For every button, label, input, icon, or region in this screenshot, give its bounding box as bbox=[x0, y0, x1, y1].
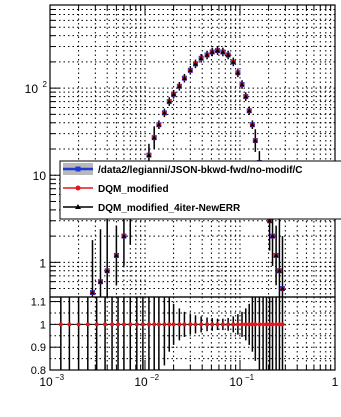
x-tick-label: 1 bbox=[332, 375, 339, 389]
ratio-point bbox=[162, 322, 166, 326]
legend: /data2/legianni/JSON-bkwd-fwd/no-modif/C… bbox=[60, 161, 341, 219]
legend-label-0: /data2/legianni/JSON-bkwd-fwd/no-modif/C bbox=[98, 165, 302, 176]
ratio-point bbox=[128, 322, 132, 326]
top-y-tick-label: 1 bbox=[39, 256, 46, 270]
ratio-point bbox=[226, 322, 230, 326]
ratio-point bbox=[67, 322, 71, 326]
ratio-point bbox=[205, 322, 209, 326]
ratio-point bbox=[103, 322, 107, 326]
ratio-point bbox=[257, 322, 261, 326]
x-tick-label: 10 bbox=[134, 375, 148, 389]
legend-label-1: DQM_modified bbox=[98, 184, 169, 195]
ratio-point bbox=[221, 322, 225, 326]
ratio-point bbox=[280, 322, 284, 326]
ratio-point bbox=[210, 322, 214, 326]
legend-label-2: DQM_modified_4iter-NewERR bbox=[98, 203, 241, 214]
ratio-point bbox=[59, 322, 63, 326]
top-y-tick-exponent: 2 bbox=[43, 80, 48, 89]
ratio-point bbox=[86, 322, 90, 326]
top-y-tick-label: 10 bbox=[25, 82, 39, 96]
top-y-tick-label: 10 bbox=[33, 169, 47, 183]
ratio-y-tick-label: 0.9 bbox=[31, 342, 46, 354]
ratio-point bbox=[152, 322, 156, 326]
ratio-point bbox=[122, 322, 126, 326]
ratio-point bbox=[95, 322, 99, 326]
ratio-point bbox=[193, 322, 197, 326]
ratio-point bbox=[116, 322, 120, 326]
ratio-point bbox=[253, 322, 257, 326]
legend-swatch-marker-0 bbox=[76, 167, 81, 172]
x-tick-exponent: −1 bbox=[245, 373, 255, 382]
ratio-point bbox=[236, 322, 240, 326]
legend-swatch-marker-1 bbox=[76, 186, 81, 191]
ratio-point bbox=[182, 322, 186, 326]
ratio-point bbox=[177, 322, 181, 326]
x-tick-exponent: −2 bbox=[150, 373, 160, 382]
ratio-point bbox=[199, 322, 203, 326]
ratio-point bbox=[231, 322, 235, 326]
ratio-point bbox=[216, 322, 220, 326]
x-tick-label: 10 bbox=[229, 375, 243, 389]
ratio-point bbox=[77, 322, 81, 326]
ratio-y-tick-label: 1.1 bbox=[31, 297, 46, 309]
ratio-point bbox=[110, 322, 114, 326]
ratio-point bbox=[135, 322, 139, 326]
ratio-point bbox=[141, 322, 145, 326]
ratio-point bbox=[244, 322, 248, 326]
ratio-point bbox=[147, 322, 151, 326]
x-tick-exponent: −3 bbox=[55, 373, 65, 382]
ratio-point bbox=[188, 322, 192, 326]
ratio-point bbox=[172, 322, 176, 326]
ratio-point bbox=[157, 322, 161, 326]
legend-entry-0: /data2/legianni/JSON-bkwd-fwd/no-modif/C bbox=[63, 163, 302, 176]
ratio-point bbox=[240, 322, 244, 326]
ratio-point bbox=[271, 322, 275, 326]
x-tick-label: 10 bbox=[39, 375, 53, 389]
ratio-y-tick-label: 1 bbox=[40, 319, 46, 331]
ratio-point bbox=[167, 322, 171, 326]
